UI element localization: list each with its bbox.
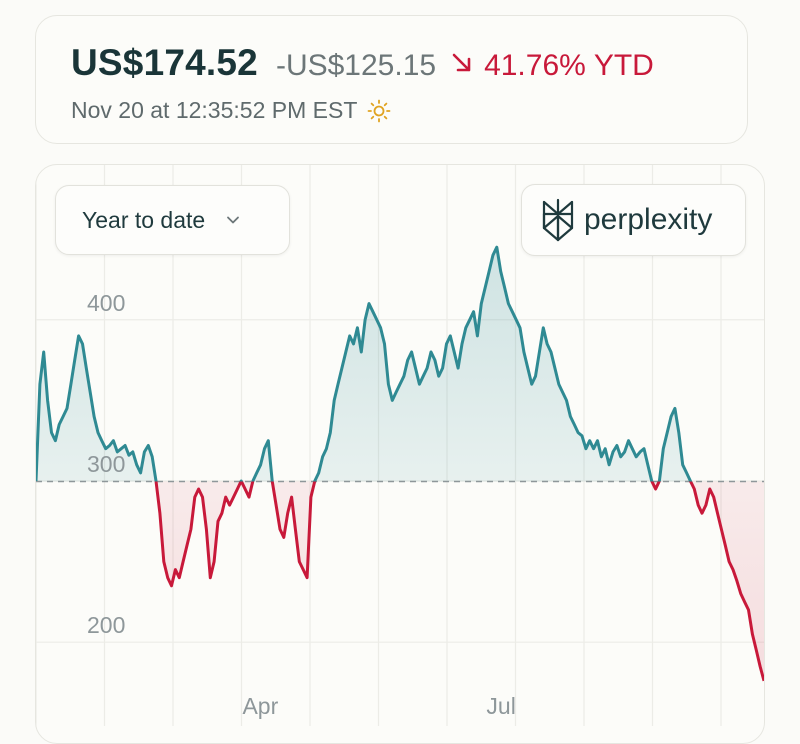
period-label: YTD [593, 49, 654, 82]
perplexity-brand-badge[interactable]: perplexity [521, 184, 746, 256]
y-tick-label: 400 [87, 289, 126, 316]
price-chart[interactable] [0, 0, 800, 726]
current-price: US$174.52 [71, 42, 258, 83]
series-line-below-baseline [36, 481, 764, 682]
chart-area-fill [36, 247, 764, 681]
x-tick-label: Apr [242, 693, 279, 719]
percent-value: 41.76% [484, 49, 586, 82]
brand-name: perplexity [584, 203, 713, 236]
area-above-baseline [36, 247, 764, 482]
price-row: US$174.52 -US$125.15 41.76% YTD [71, 42, 654, 84]
arrow-down-right-icon [452, 53, 471, 72]
price-change: -US$125.15 [275, 49, 437, 82]
price-series [36, 245, 764, 682]
y-tick-label: 200 [87, 612, 126, 639]
series-line-above-baseline [36, 245, 764, 482]
y-tick-label: 300 [87, 450, 126, 477]
percent-change: 41.76% YTD [450, 49, 654, 83]
range-selector[interactable]: Year to date [55, 185, 290, 255]
timestamp: Nov 20 at 12:35:52 PM EST [71, 97, 358, 123]
quote-header-card: US$174.52 -US$125.15 41.76% YTD Nov 20 at… [35, 15, 748, 144]
x-tick-label: Jul [486, 693, 516, 719]
perplexity-logo-icon [542, 198, 574, 242]
sun-icon [367, 99, 391, 122]
range-label: Year to date [82, 206, 206, 233]
chevron-down-icon [227, 216, 240, 224]
timestamp-row: Nov 20 at 12:35:52 PM EST [71, 97, 391, 124]
